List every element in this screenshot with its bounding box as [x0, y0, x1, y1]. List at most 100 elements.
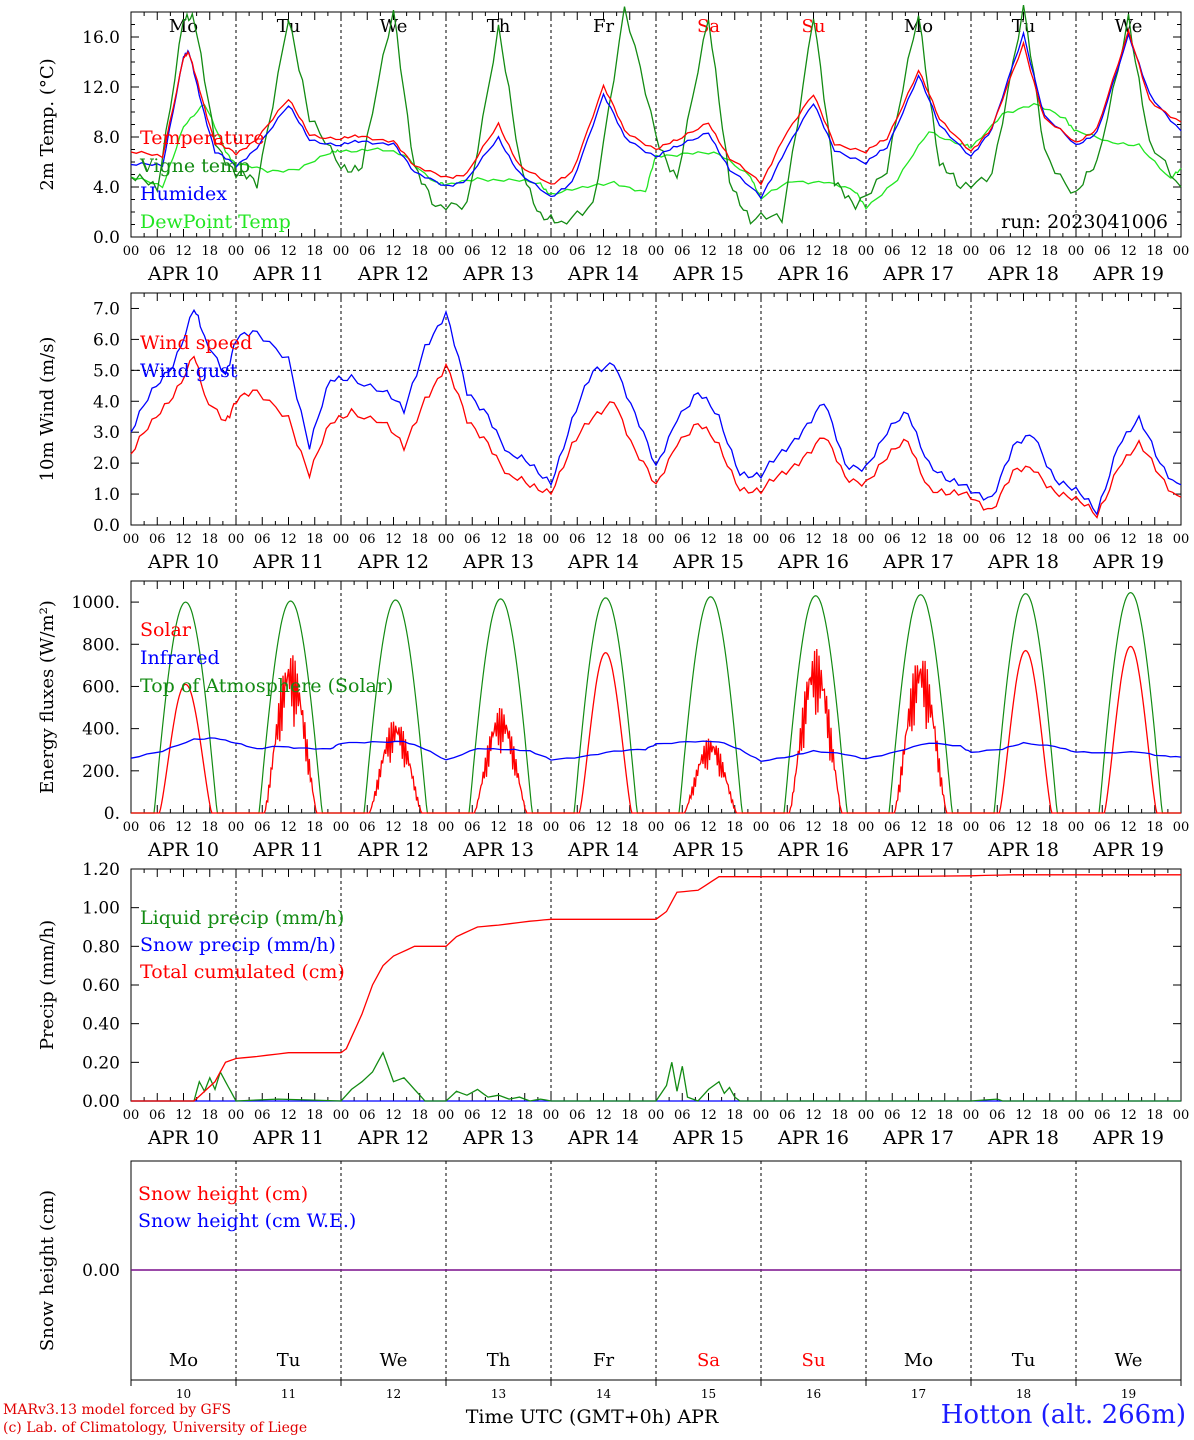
precip-panel-hour-tick-label: 06 — [254, 1108, 271, 1123]
energy-panel-hour-tick-label: 06 — [1094, 820, 1111, 835]
wind-panel-hour-tick-label: 18 — [1146, 532, 1163, 547]
precip-panel-date-label: APR 15 — [672, 1127, 744, 1149]
wind-panel-date-label: APR 18 — [987, 551, 1059, 573]
temp-panel-date-label: APR 18 — [987, 263, 1059, 285]
precip-panel-hour-tick-label: 00 — [753, 1108, 770, 1123]
temp-series-humidex — [130, 30, 1182, 200]
energy-panel-hour-tick-label: 12 — [805, 820, 822, 835]
snow-panel-weekday-label: We — [1115, 1350, 1143, 1371]
temp-panel-y-tick-label: 16.0 — [82, 28, 120, 48]
wind-panel-hour-tick-label: 18 — [1041, 532, 1058, 547]
temp-panel-hour-tick-label: 00 — [228, 244, 245, 259]
wind-panel-hour-tick-label: 12 — [490, 532, 507, 547]
wind-panel-date-label: APR 16 — [777, 551, 849, 573]
precip-panel-y-tick-label: 0.20 — [82, 1053, 120, 1073]
precip-panel-legend-entry: Total cumulated (cm) — [140, 961, 345, 983]
energy-panel-hour-tick-label: 18 — [831, 820, 848, 835]
snow-panel-weekday-label: Fr — [593, 1350, 614, 1371]
temp-panel-hour-tick-label: 18 — [726, 244, 743, 259]
temp-panel-hour-tick-label: 12 — [595, 244, 612, 259]
energy-panel-y-tick-label: 1000. — [71, 593, 120, 613]
wind-panel-hour-tick-label: 06 — [569, 532, 586, 547]
precip-series-liquid — [131, 1051, 1181, 1102]
precip-panel-hour-tick-label: 00 — [648, 1108, 665, 1123]
precip-panel-date-label: APR 16 — [777, 1127, 849, 1149]
energy-panel-date-label: APR 14 — [567, 839, 639, 861]
temp-panel-hour-tick-label: 00 — [963, 244, 980, 259]
snow-panel-weekday-label: Mo — [169, 1350, 198, 1371]
temp-panel-hour-tick-label: 18 — [306, 244, 323, 259]
precip-panel-hour-tick-label: 12 — [595, 1108, 612, 1123]
wind-panel-date-label: APR 17 — [882, 551, 954, 573]
energy-panel-hour-tick-label: 12 — [1015, 820, 1032, 835]
precip-panel-hour-tick-label: 06 — [569, 1108, 586, 1123]
temp-panel-hour-tick-label: 12 — [280, 244, 297, 259]
wind-panel-hour-tick-label: 18 — [411, 532, 428, 547]
wind-panel-hour-tick-label: 00 — [858, 532, 875, 547]
precip-panel-date-label: APR 11 — [252, 1127, 324, 1149]
energy-panel-hour-tick-label: 18 — [621, 820, 638, 835]
energy-panel-hour-tick-label: 06 — [674, 820, 691, 835]
precip-panel-hour-tick-label: 00 — [228, 1108, 245, 1123]
wind-panel-hour-tick-label: 12 — [385, 532, 402, 547]
temp-panel-hour-tick-label: 12 — [1120, 244, 1137, 259]
day-number-label: 14 — [596, 1387, 612, 1401]
temp-panel-hour-tick-label: 18 — [936, 244, 953, 259]
wind-panel-hour-tick-label: 00 — [753, 532, 770, 547]
energy-panel-hour-tick-label: 06 — [464, 820, 481, 835]
precip-panel-hour-tick-label: 18 — [516, 1108, 533, 1123]
wind-panel-hour-tick-label: 18 — [726, 532, 743, 547]
precip-panel-hour-tick-label: 06 — [884, 1108, 901, 1123]
temp-panel-date-label: APR 15 — [672, 263, 744, 285]
temp-panel-hour-tick-label: 18 — [411, 244, 428, 259]
copyright-credit-line: (c) Lab. of Climatology, University of L… — [3, 1420, 308, 1436]
energy-series-infrared — [130, 737, 1182, 762]
precip-panel-hour-tick-label: 06 — [989, 1108, 1006, 1123]
energy-panel-date-label: APR 10 — [147, 839, 219, 861]
energy-panel-date-label: APR 13 — [462, 839, 534, 861]
energy-panel-hour-tick-label: 06 — [884, 820, 901, 835]
temp-panel-date-label: APR 17 — [882, 263, 954, 285]
precip-panel-hour-tick-label: 06 — [359, 1108, 376, 1123]
wind-panel-date-label: APR 12 — [357, 551, 429, 573]
wind-panel-y-tick-label: 5.0 — [93, 361, 120, 381]
energy-panel-hour-tick-label: 00 — [438, 820, 455, 835]
model-credit-line: MARv3.13 model forced by GFS — [3, 1402, 232, 1418]
temp-panel-hour-tick-label: 06 — [254, 244, 271, 259]
temp-panel-y-tick-label: 0.0 — [93, 228, 120, 248]
energy-panel-hour-tick-label: 00 — [543, 820, 560, 835]
temp-panel-hour-tick-label: 00 — [438, 244, 455, 259]
x-axis-title: Time UTC (GMT+0h) APR — [466, 1406, 719, 1428]
temp-panel-hour-tick-label: 00 — [543, 244, 560, 259]
precip-panel-y-axis-title: Precip (mm/h) — [37, 920, 58, 1050]
wind-panel-hour-tick-label: 00 — [963, 532, 980, 547]
wind-panel-hour-tick-label: 12 — [280, 532, 297, 547]
energy-panel-hour-tick-label: 12 — [490, 820, 507, 835]
energy-panel-hour-tick-label: 12 — [910, 820, 927, 835]
temp-panel-hour-tick-label: 18 — [1041, 244, 1058, 259]
precip-panel-y-tick-label: 0.40 — [82, 1015, 120, 1035]
precip-panel-y-tick-label: 1.00 — [82, 899, 120, 919]
wind-panel-date-label: APR 15 — [672, 551, 744, 573]
temp-series-temperature — [130, 28, 1182, 186]
wind-series-wind-gust — [130, 308, 1182, 516]
wind-panel-y-axis-title: 10m Wind (m/s) — [37, 337, 58, 482]
wind-panel-date-label: APR 19 — [1092, 551, 1164, 573]
wind-panel-hour-tick-label: 12 — [595, 532, 612, 547]
energy-panel-hour-tick-label: 06 — [359, 820, 376, 835]
wind-series-wind-speed — [130, 355, 1182, 519]
temp-panel-legend-entry: Vigne temp — [139, 155, 250, 177]
precip-panel-hour-tick-label: 12 — [1015, 1108, 1032, 1123]
energy-panel-hour-tick-label: 12 — [175, 820, 192, 835]
energy-panel-hour-tick-label: 00 — [1173, 820, 1190, 835]
temp-panel-weekday-label: Tu — [277, 16, 301, 37]
temp-panel-hour-tick-label: 18 — [201, 244, 218, 259]
temp-panel-date-label: APR 10 — [147, 263, 219, 285]
energy-panel-date-label: APR 11 — [252, 839, 324, 861]
wind-panel-date-label: APR 10 — [147, 551, 219, 573]
temp-panel-hour-tick-label: 06 — [149, 244, 166, 259]
wind-panel-hour-tick-label: 18 — [306, 532, 323, 547]
energy-panel-hour-tick-label: 00 — [858, 820, 875, 835]
precip-panel-hour-tick-label: 12 — [280, 1108, 297, 1123]
temp-panel-hour-tick-label: 00 — [858, 244, 875, 259]
